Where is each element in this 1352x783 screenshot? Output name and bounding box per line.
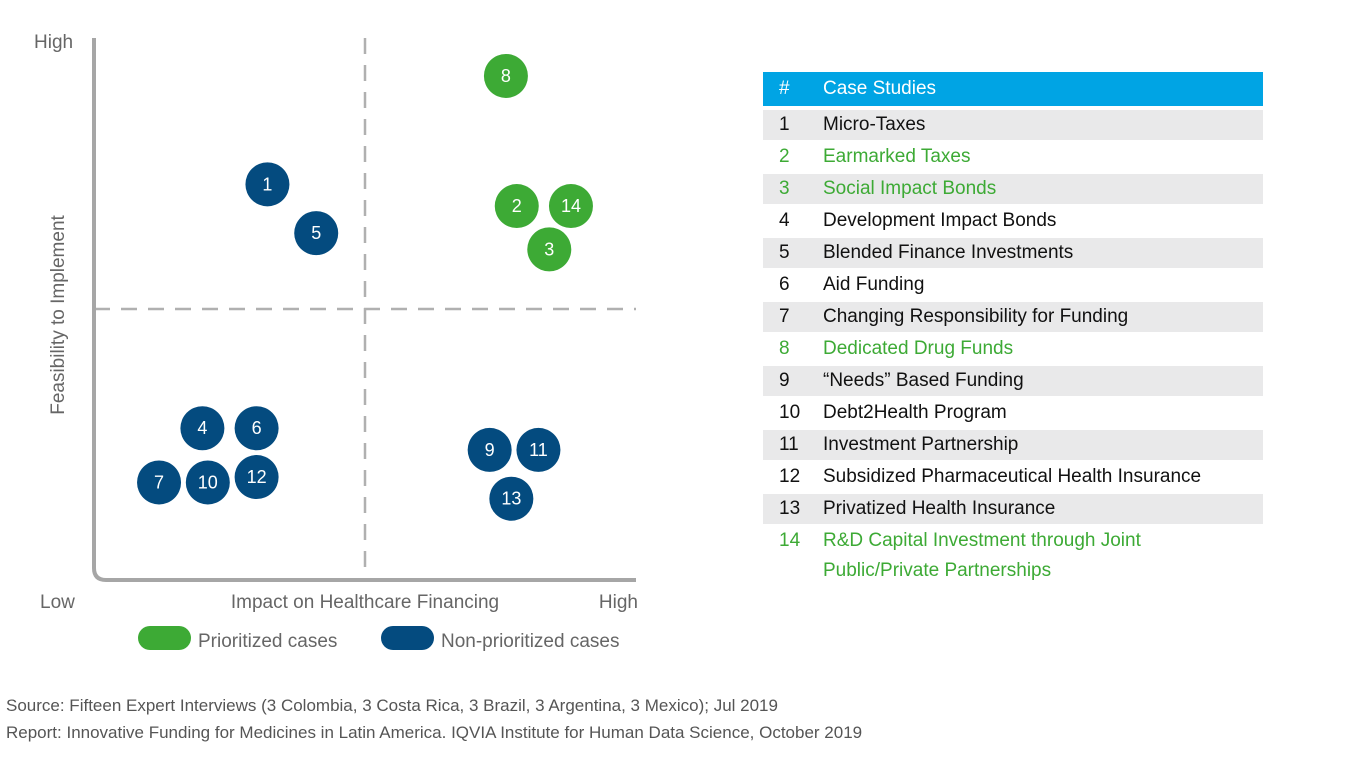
bubble-13	[489, 476, 534, 521]
bubble-label-11: 11	[529, 440, 548, 460]
case-studies-table: # Case Studies 1 Micro-Taxes 2 Earmarked Ta…	[763, 72, 1263, 588]
case-name: Changing Responsibility for Funding	[823, 306, 1129, 327]
bubble-4	[180, 406, 225, 451]
quadrant-chart: High Feasibility to Implement Low Impact…	[34, 32, 638, 652]
case-number: 7	[779, 306, 790, 327]
bubble-14	[548, 184, 593, 229]
bubble-5	[294, 211, 339, 256]
bubble-12	[234, 455, 279, 500]
legend-swatch-non-prioritized	[381, 626, 434, 650]
case-name: Development Impact Bonds	[823, 210, 1057, 231]
legend-label-non-prioritized: Non-prioritized cases	[441, 631, 619, 652]
case-name: Debt2Health Program	[823, 402, 1007, 423]
table-body: 1 Micro-Taxes 2 Earmarked Taxes 3 Social Impa…	[763, 110, 1263, 588]
bubble-label-7: 7	[154, 472, 164, 492]
case-name: Dedicated Drug Funds	[823, 338, 1014, 359]
table-row: 4 Development Impact Bonds	[763, 206, 1263, 238]
bubble-label-3: 3	[544, 239, 554, 259]
bubble-label-5: 5	[311, 223, 321, 243]
case-number: 4	[779, 210, 790, 231]
bubble-11	[516, 427, 561, 472]
case-number: 2	[779, 146, 790, 167]
case-name: Social Impact Bonds	[823, 178, 997, 199]
case-number: 3	[779, 178, 790, 199]
table-row: 11 Investment Partnership	[763, 430, 1263, 462]
bubble-3	[527, 227, 572, 272]
bubble-9	[467, 427, 512, 472]
case-name: Micro-Taxes	[823, 114, 926, 135]
bubble-1	[245, 162, 290, 207]
table-row: 13 Privatized Health Insurance	[763, 494, 1263, 526]
case-number: 10	[779, 402, 801, 423]
case-name: R&D Capital Investment through Joint Pub…	[823, 530, 1141, 581]
case-name: Earmarked Taxes	[823, 146, 971, 167]
bubble-7	[137, 460, 182, 505]
bubble-label-14: 14	[561, 196, 581, 216]
case-name: Investment Partnership	[823, 434, 1019, 455]
bubble-label-8: 8	[501, 66, 511, 86]
table-header: # Case Studies	[763, 72, 1263, 106]
table-row: 6 Aid Funding	[763, 270, 1263, 302]
table-row: 9 “Needs” Based Funding	[763, 366, 1263, 398]
table-row: 12 Subsidized Pharmaceutical Health Insur…	[763, 462, 1263, 494]
bubble-label-10: 10	[198, 472, 218, 492]
bubble-label-6: 6	[252, 418, 262, 438]
case-number: 5	[779, 242, 790, 263]
case-number: 12	[779, 466, 801, 487]
legend: Prioritized cases Non-prioritized cases	[138, 626, 619, 652]
bubble-10	[185, 460, 230, 505]
header-title: Case Studies	[823, 78, 937, 99]
x-axis-low-label: Low	[40, 592, 75, 613]
table-row: 14 R&D Capital Investment through Joint P…	[763, 526, 1263, 588]
bubble-label-13: 13	[501, 489, 521, 509]
table-row: 3 Social Impact Bonds	[763, 174, 1263, 206]
case-number: 11	[779, 434, 799, 455]
source-note: Source: Fifteen Expert Interviews (3 Col…	[6, 696, 778, 715]
case-number: 9	[779, 370, 790, 391]
bubble-8	[483, 53, 528, 98]
case-name: Subsidized Pharmaceutical Health Insuran…	[823, 466, 1202, 487]
x-axis-high-label: High	[599, 592, 638, 613]
case-name: Blended Finance Investments	[823, 242, 1074, 263]
legend-label-prioritized: Prioritized cases	[198, 631, 337, 652]
x-axis-label: Impact on Healthcare Financing	[231, 592, 499, 613]
y-axis-label: Feasibility to Implement	[48, 214, 69, 414]
bubble-label-1: 1	[262, 174, 272, 194]
chart-axes	[92, 38, 636, 582]
table-row: 1 Micro-Taxes	[763, 110, 1263, 142]
bubble-2	[494, 184, 539, 229]
table-row: 2 Earmarked Taxes	[763, 142, 1263, 174]
bubble-label-4: 4	[197, 418, 207, 438]
report-note: Report: Innovative Funding for Medicines…	[6, 723, 863, 742]
table-row: 8 Dedicated Drug Funds	[763, 334, 1263, 366]
legend-swatch-prioritized	[138, 626, 191, 650]
bubble-label-12: 12	[247, 467, 267, 487]
case-number: 13	[779, 498, 801, 519]
case-number: 6	[779, 274, 790, 295]
case-name: Privatized Health Insurance	[823, 498, 1056, 519]
case-name: “Needs” Based Funding	[823, 370, 1024, 391]
case-number: 8	[779, 338, 790, 359]
header-number: #	[779, 78, 790, 99]
table-row: 7 Changing Responsibility for Funding	[763, 302, 1263, 334]
case-number: 14	[779, 530, 801, 551]
y-axis-high-label: High	[34, 32, 73, 53]
bubble-6	[234, 406, 279, 451]
case-name: Aid Funding	[823, 274, 925, 295]
table-row: 5 Blended Finance Investments	[763, 238, 1263, 270]
bubble-label-2: 2	[512, 196, 522, 216]
case-number: 1	[779, 114, 790, 135]
table-row: 10 Debt2Health Program	[763, 398, 1263, 430]
bubble-label-9: 9	[485, 440, 495, 460]
